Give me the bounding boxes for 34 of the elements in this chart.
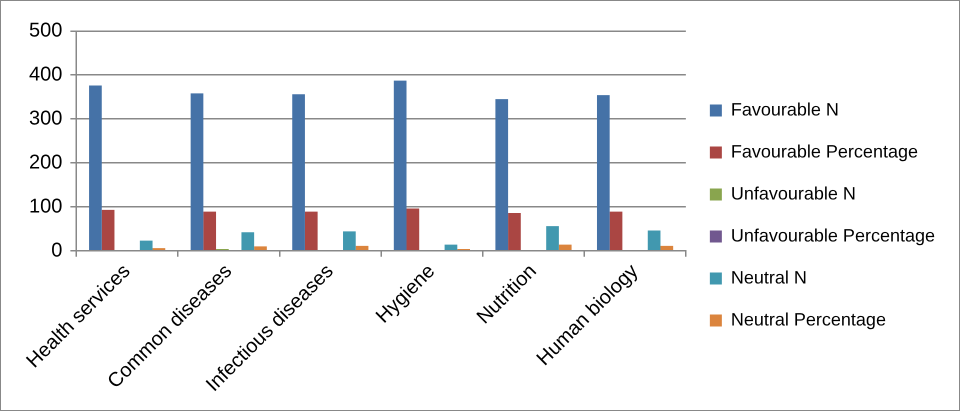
y-tick-label: 400 (28, 63, 62, 86)
bar (102, 210, 114, 250)
bar (356, 246, 368, 250)
y-tick-label: 200 (28, 151, 62, 174)
bar (444, 244, 458, 250)
bar (140, 240, 153, 250)
bar (304, 212, 318, 250)
legend-label: Neutral Percentage (730, 309, 886, 330)
bar (89, 86, 102, 250)
y-tick-label: 300 (28, 107, 62, 130)
bar (660, 246, 674, 250)
legend-label: Unfavourable N (730, 183, 856, 204)
legend-label: Favourable Percentage (730, 141, 918, 162)
bar (203, 212, 216, 250)
y-tick-label: 0 (51, 239, 62, 262)
y-tick-label: 100 (28, 195, 62, 218)
bar (610, 212, 622, 250)
bar (254, 246, 267, 250)
y-tick-label: 500 (28, 20, 62, 42)
bar (292, 94, 305, 250)
bar (406, 208, 420, 250)
bar (546, 226, 559, 250)
legend-label: Unfavourable Percentage (730, 225, 936, 246)
bar (508, 212, 521, 250)
bar (343, 231, 356, 250)
bar (558, 244, 572, 250)
bar (495, 99, 508, 250)
bar (596, 95, 610, 250)
legend-label: Neutral N (730, 267, 807, 288)
bar (648, 230, 660, 250)
bar (394, 80, 407, 250)
bar (241, 232, 254, 250)
legend-label: Favourable N (730, 99, 839, 120)
bar (190, 93, 204, 250)
